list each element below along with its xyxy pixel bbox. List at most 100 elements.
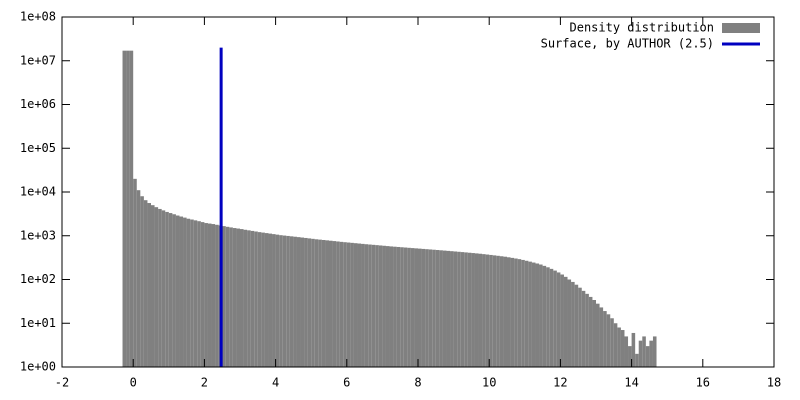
x-tick-label: -2 bbox=[55, 376, 69, 390]
y-tick-label: 1e+02 bbox=[20, 272, 56, 286]
histogram-bar bbox=[282, 235, 287, 367]
histogram-bar bbox=[211, 224, 216, 367]
histogram-bar bbox=[321, 239, 326, 367]
histogram-bar bbox=[311, 238, 315, 367]
histogram-bar bbox=[435, 250, 440, 367]
histogram-bar bbox=[197, 221, 201, 367]
histogram-bar bbox=[200, 222, 205, 367]
histogram-bar bbox=[364, 244, 369, 367]
histogram-bar bbox=[510, 257, 515, 367]
legend-label: Surface, by AUTHOR (2.5) bbox=[541, 37, 714, 51]
histogram-bar bbox=[222, 226, 226, 367]
histogram-bar bbox=[300, 237, 305, 367]
histogram-bar bbox=[425, 249, 429, 367]
histogram-bar bbox=[314, 239, 319, 367]
histogram-bar bbox=[574, 284, 579, 367]
histogram-bar bbox=[620, 330, 625, 367]
histogram-bar bbox=[385, 246, 390, 367]
histogram-bar bbox=[183, 217, 187, 367]
histogram-bar bbox=[133, 178, 137, 367]
y-tick-label: 1e+05 bbox=[20, 141, 56, 155]
x-tick-label: 10 bbox=[482, 376, 496, 390]
histogram-bar bbox=[371, 244, 376, 367]
histogram-bar bbox=[418, 248, 422, 367]
histogram-bar bbox=[343, 242, 347, 367]
histogram-bar bbox=[332, 241, 337, 367]
y-tick-label: 1e+00 bbox=[20, 360, 56, 374]
histogram-bar bbox=[165, 211, 169, 367]
histogram-bar bbox=[571, 281, 575, 367]
histogram-bar bbox=[279, 235, 283, 367]
histogram-bar bbox=[393, 246, 397, 367]
histogram-bar bbox=[410, 248, 415, 367]
histogram-bar bbox=[407, 247, 411, 367]
x-tick-label: 18 bbox=[767, 376, 781, 390]
histogram-bar bbox=[229, 227, 233, 367]
x-tick-label: 12 bbox=[553, 376, 567, 390]
histogram-bar bbox=[492, 255, 497, 367]
histogram-bar bbox=[478, 253, 483, 367]
x-tick-label: 8 bbox=[414, 376, 421, 390]
histogram-bar bbox=[592, 299, 596, 367]
histogram-bar bbox=[289, 236, 294, 367]
histogram-bar bbox=[136, 190, 141, 367]
histogram-bar bbox=[396, 246, 401, 367]
histogram-bar bbox=[585, 293, 589, 367]
histogram-bar bbox=[143, 200, 148, 367]
histogram-bar bbox=[243, 229, 248, 367]
histogram-bar bbox=[158, 208, 162, 367]
histogram-bar bbox=[304, 237, 308, 367]
histogram-bar bbox=[215, 224, 219, 367]
histogram-bar bbox=[240, 229, 244, 367]
histogram-bar bbox=[350, 242, 354, 367]
plot-border bbox=[61, 16, 775, 368]
histogram-bar bbox=[172, 214, 176, 367]
histogram-bar bbox=[261, 232, 265, 367]
x-tick-label: 4 bbox=[272, 376, 279, 390]
histogram-bar bbox=[467, 252, 472, 367]
histogram-bar bbox=[535, 263, 540, 367]
histogram-bar bbox=[603, 311, 607, 367]
histogram-bar bbox=[361, 243, 365, 367]
legend-swatch bbox=[722, 23, 760, 33]
histogram-bar bbox=[453, 251, 458, 367]
histogram-bar bbox=[225, 226, 230, 367]
histogram-bar bbox=[464, 252, 468, 367]
histogram-bar bbox=[567, 279, 572, 367]
histogram-bar bbox=[439, 250, 443, 367]
y-tick-label: 1e+04 bbox=[20, 185, 56, 199]
histogram-bar bbox=[250, 230, 255, 367]
x-tick-label: 14 bbox=[624, 376, 638, 390]
histogram-bar bbox=[325, 240, 329, 367]
histogram-bar bbox=[368, 244, 372, 367]
histogram-bar bbox=[204, 223, 208, 367]
y-tick-label: 1e+06 bbox=[20, 97, 56, 111]
histogram-bar bbox=[236, 228, 240, 367]
histogram-bar bbox=[474, 253, 479, 367]
histogram-bar bbox=[247, 230, 251, 367]
histogram-bar bbox=[460, 252, 465, 367]
histogram-bar bbox=[147, 203, 151, 367]
x-tick-label: 6 bbox=[343, 376, 350, 390]
histogram-bar bbox=[606, 314, 611, 367]
histogram-bar bbox=[151, 205, 155, 367]
histogram-bar bbox=[122, 50, 127, 368]
histogram-bar bbox=[428, 249, 433, 367]
histogram-bar bbox=[339, 241, 344, 367]
y-tick-label: 1e+01 bbox=[20, 316, 56, 330]
histogram-bar bbox=[421, 248, 426, 367]
histogram-bar bbox=[645, 346, 650, 367]
histogram-bar bbox=[414, 248, 418, 367]
histogram-bar bbox=[531, 262, 536, 367]
histogram-bar bbox=[528, 261, 532, 367]
histogram-bar bbox=[140, 196, 144, 367]
histogram-bar bbox=[613, 323, 618, 367]
histogram-bar bbox=[635, 353, 639, 367]
histogram-bar bbox=[450, 251, 454, 367]
histogram-bar bbox=[638, 340, 643, 367]
histogram-bar bbox=[652, 336, 657, 367]
histogram-bar bbox=[375, 245, 379, 367]
histogram-bar bbox=[186, 218, 191, 367]
legend-label: Density distribution bbox=[570, 21, 715, 35]
histogram-bar bbox=[482, 254, 486, 367]
